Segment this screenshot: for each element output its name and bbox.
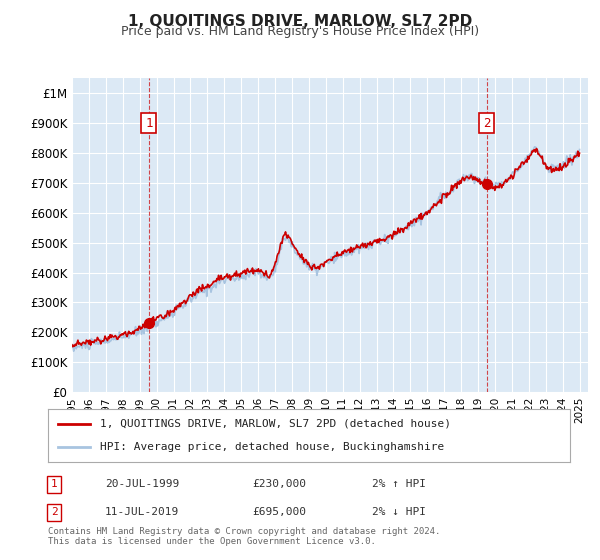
Text: 1: 1 xyxy=(50,479,58,489)
Text: 1: 1 xyxy=(145,116,152,130)
Text: Contains HM Land Registry data © Crown copyright and database right 2024.
This d: Contains HM Land Registry data © Crown c… xyxy=(48,526,440,546)
Text: 2: 2 xyxy=(483,116,491,130)
Text: HPI: Average price, detached house, Buckinghamshire: HPI: Average price, detached house, Buck… xyxy=(100,442,445,452)
Text: 2% ↑ HPI: 2% ↑ HPI xyxy=(372,479,426,489)
Text: 2: 2 xyxy=(50,507,58,517)
Text: 20-JUL-1999: 20-JUL-1999 xyxy=(105,479,179,489)
Text: 1, QUOITINGS DRIVE, MARLOW, SL7 2PD: 1, QUOITINGS DRIVE, MARLOW, SL7 2PD xyxy=(128,14,472,29)
Text: 2% ↓ HPI: 2% ↓ HPI xyxy=(372,507,426,517)
Text: £230,000: £230,000 xyxy=(252,479,306,489)
Text: 1, QUOITINGS DRIVE, MARLOW, SL7 2PD (detached house): 1, QUOITINGS DRIVE, MARLOW, SL7 2PD (det… xyxy=(100,419,451,429)
Text: £695,000: £695,000 xyxy=(252,507,306,517)
Text: Price paid vs. HM Land Registry's House Price Index (HPI): Price paid vs. HM Land Registry's House … xyxy=(121,25,479,38)
Text: 11-JUL-2019: 11-JUL-2019 xyxy=(105,507,179,517)
